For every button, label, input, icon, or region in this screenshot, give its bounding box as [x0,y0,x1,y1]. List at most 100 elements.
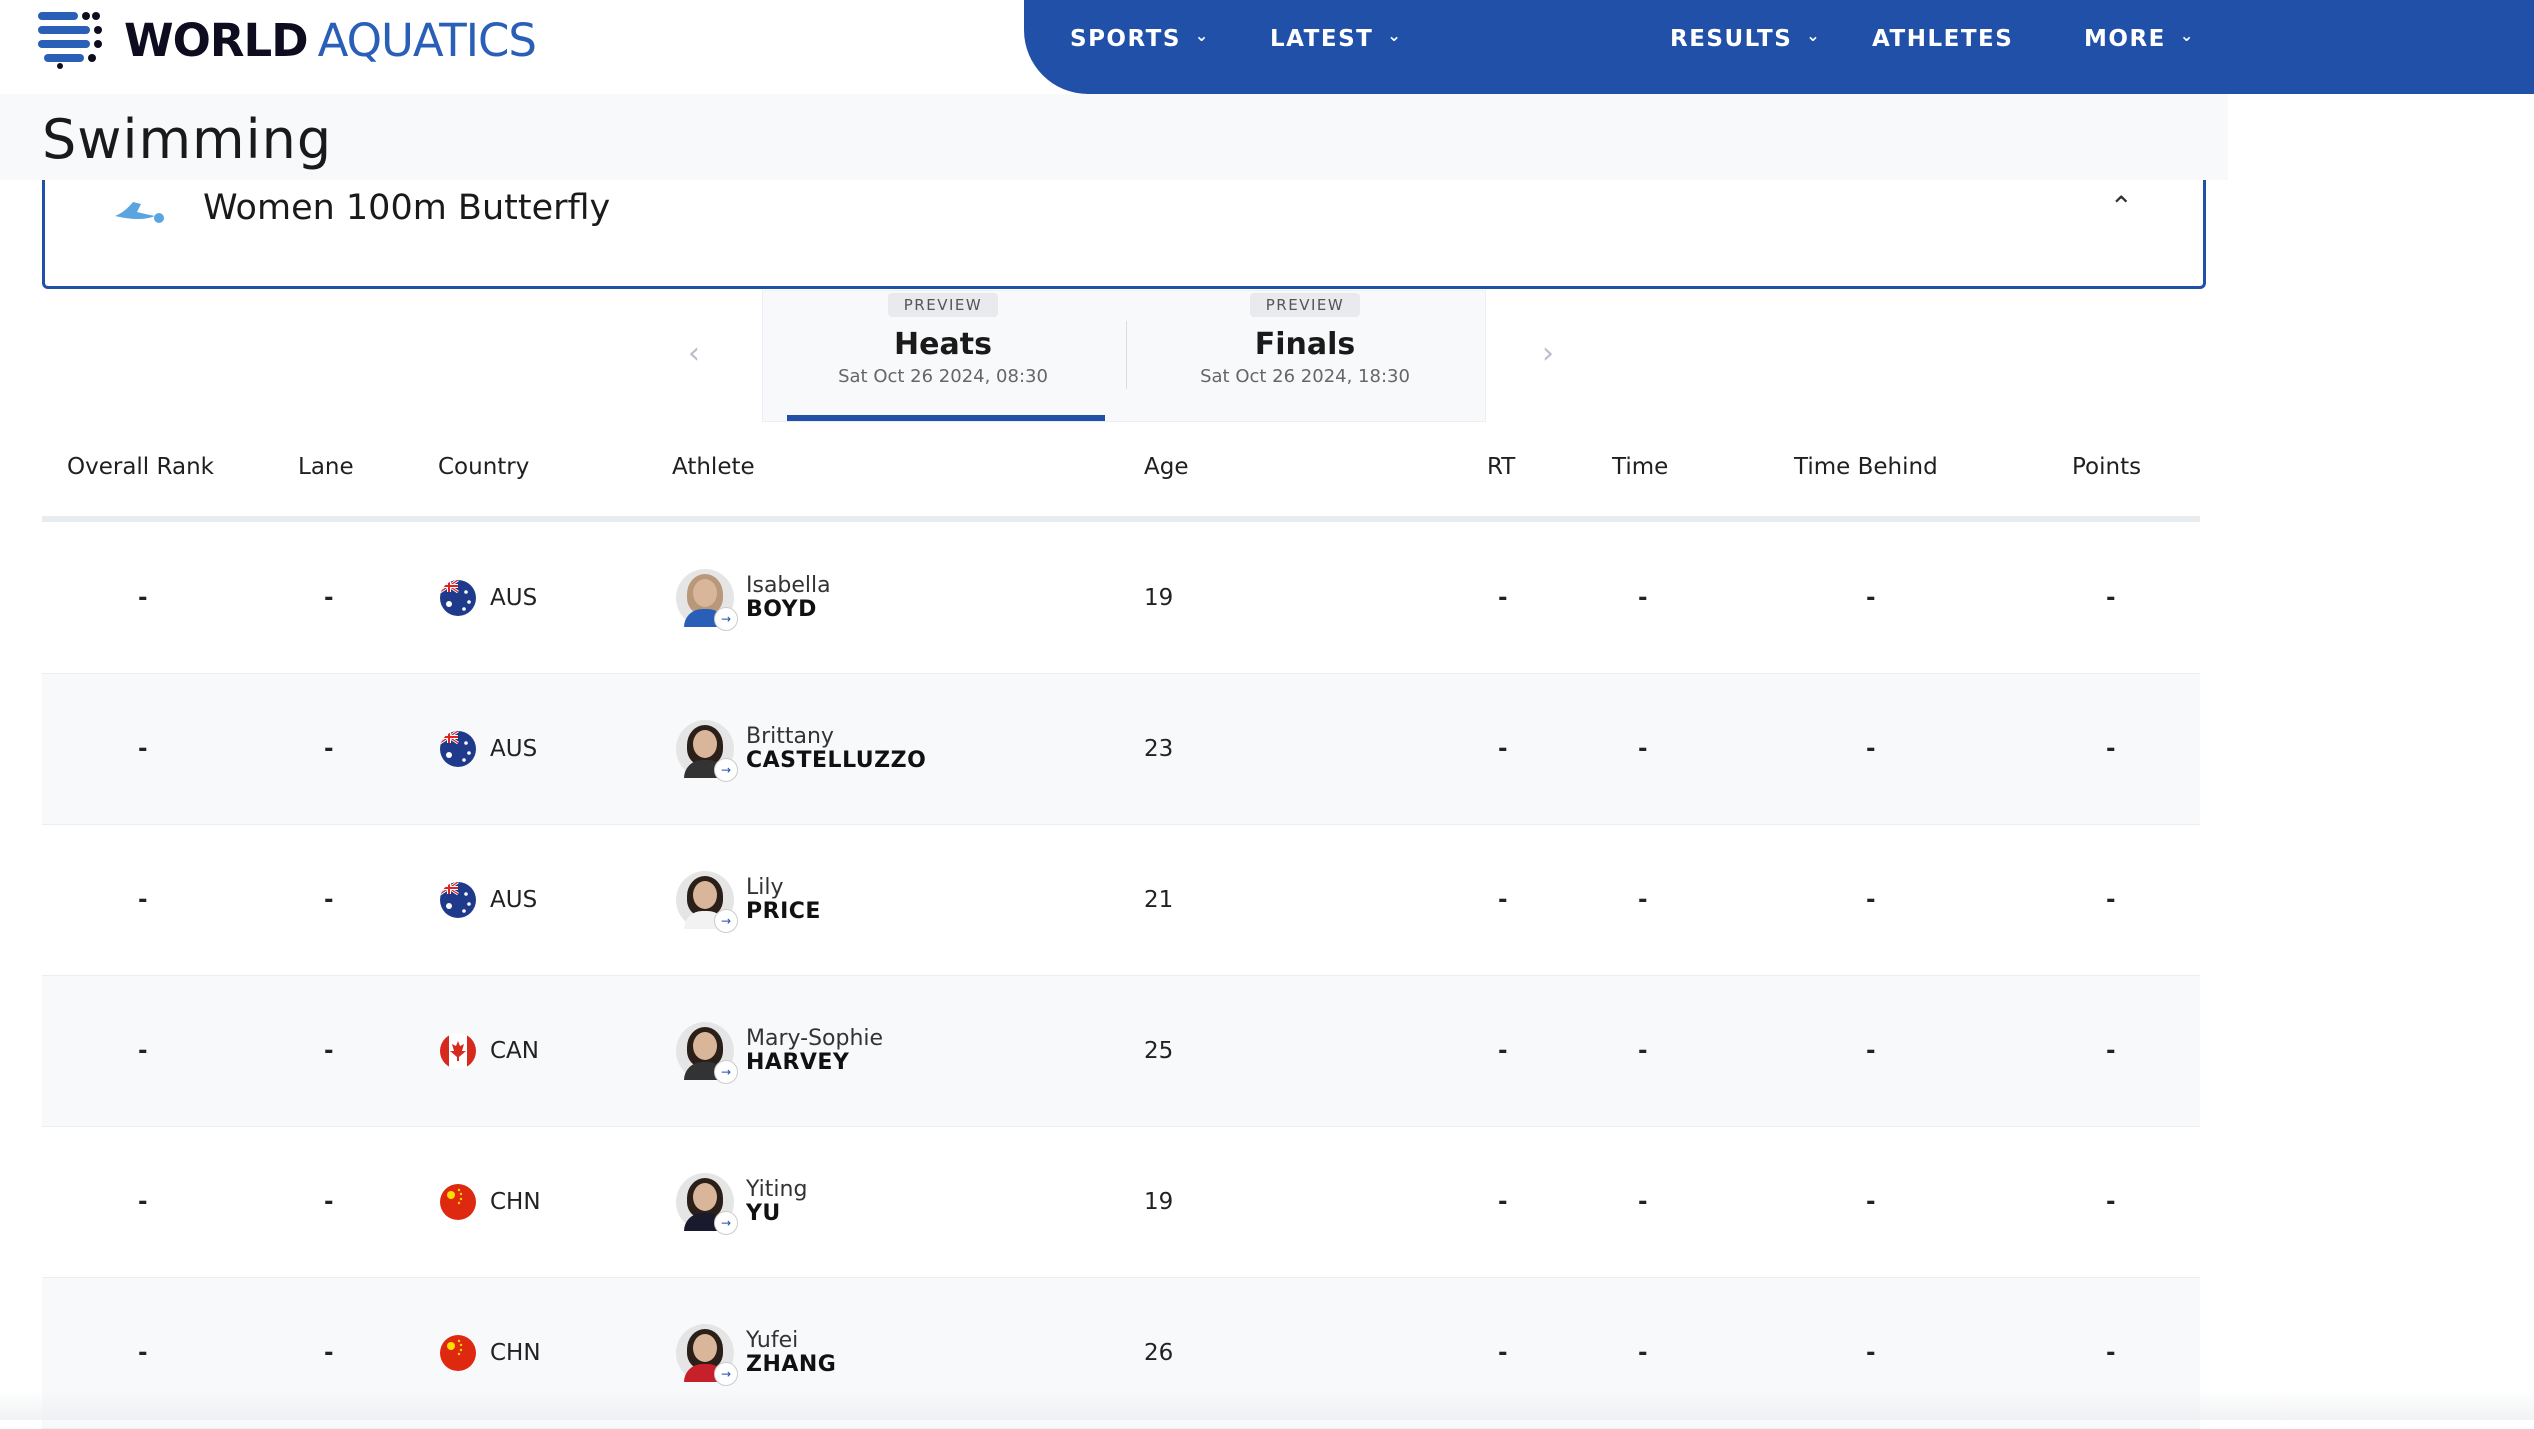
points-cell: - [2106,1340,2116,1366]
tab-finals[interactable]: PREVIEW Finals Sat Oct 26 2024, 18:30 [1125,291,1485,421]
phase-next-arrow-icon[interactable]: › [1542,336,1554,371]
athlete-name: Lily PRICE [746,876,821,924]
logo-word-world: WORLD [124,13,309,67]
australia-flag-icon [440,731,476,767]
col-lane[interactable]: Lane [298,454,354,480]
event-name: Women 100m Butterfly [203,188,611,228]
age-cell: 19 [1144,585,1174,611]
chevron-down-icon: ⌄ [1387,25,1403,45]
athlete-avatar[interactable]: → [676,1022,738,1084]
rank-cell: - [138,1038,148,1064]
athlete-cell[interactable]: → Yufei ZHANG [676,1278,836,1428]
chevron-down-icon: ⌄ [2179,25,2195,45]
col-points[interactable]: Points [2072,454,2142,480]
nav-results-label: RESULTS [1670,26,1793,52]
country-code: AUS [490,887,538,913]
phase-tabs: PREVIEW Heats Sat Oct 26 2024, 08:30 PRE… [762,290,1486,422]
country-code: CHN [490,1340,541,1366]
athlete-cell[interactable]: → Brittany CASTELLUZZO [676,674,926,824]
age-cell: 25 [1144,1038,1174,1064]
athlete-avatar[interactable]: → [676,1324,738,1386]
country-cell: CHN [440,1278,541,1428]
athlete-name: Yiting YU [746,1178,807,1226]
athlete-avatar[interactable]: → [676,871,738,933]
event-selector[interactable]: Women 100m Butterfly ⌃ [42,180,2206,289]
australia-flag-icon [440,882,476,918]
athlete-last-name: CASTELLUZZO [746,748,927,773]
col-age[interactable]: Age [1144,454,1189,480]
country-code: CHN [490,1189,541,1215]
logo-mark-icon [38,12,102,69]
table-row[interactable]: - - AUS → Brittany CASTELLUZZO 23 - - - … [42,674,2200,825]
col-overall-rank[interactable]: Overall Rank [67,454,214,480]
nav-latest[interactable]: LATEST ⌄ [1270,0,1402,78]
lane-cell: - [324,1189,334,1215]
points-cell: - [2106,887,2116,913]
age-cell: 23 [1144,736,1174,762]
lane-cell: - [324,1340,334,1366]
table-row[interactable]: - - CAN → Mary-Sophie HARVEY 25 - - - - [42,976,2200,1127]
rt-cell: - [1498,585,1508,611]
athlete-name: Isabella BOYD [746,574,831,622]
chevron-up-icon[interactable]: ⌃ [2109,190,2133,223]
col-rt[interactable]: RT [1487,454,1516,480]
athlete-avatar[interactable]: → [676,1173,738,1235]
tab-heats[interactable]: PREVIEW Heats Sat Oct 26 2024, 08:30 [763,291,1123,421]
athlete-name: Yufei ZHANG [746,1329,836,1377]
country-cell: AUS [440,825,537,975]
nav-athletes-label: ATHLETES [1872,26,2014,52]
table-row[interactable]: - - AUS → Lily PRICE 21 - - - - [42,825,2200,976]
time-behind-cell: - [1866,736,1876,762]
athlete-cell[interactable]: → Yiting YU [676,1127,807,1277]
time-cell: - [1638,736,1648,762]
rt-cell: - [1498,1038,1508,1064]
chevron-down-icon: ⌄ [1194,25,1210,45]
athlete-first-name: Yufei [746,1328,799,1353]
country-cell: AUS [440,674,537,824]
lane-cell: - [324,585,334,611]
athlete-cell[interactable]: → Mary-Sophie HARVEY [676,976,883,1126]
nav-sports-label: SPORTS [1070,26,1181,52]
profile-link-icon: → [714,607,738,631]
table-row[interactable]: - - AUS → Isabella BOYD 19 - - - - [42,523,2200,674]
country-code: AUS [490,736,538,762]
preview-badge: PREVIEW [887,293,999,317]
lane-cell: - [324,887,334,913]
lane-cell: - [324,736,334,762]
time-cell: - [1638,585,1648,611]
profile-link-icon: → [714,758,738,782]
athlete-cell[interactable]: → Lily PRICE [676,825,821,975]
nav-athletes[interactable]: ATHLETES [1872,0,2013,78]
points-cell: - [2106,585,2116,611]
points-cell: - [2106,736,2116,762]
page-title: Swimming [42,108,333,171]
bottom-scroll-fade [0,1390,2534,1420]
results-table-header: Overall Rank Lane Country Athlete Age RT… [42,440,2200,520]
time-cell: - [1638,1038,1648,1064]
nav-more[interactable]: MORE ⌄ [2084,0,2195,78]
athlete-first-name: Isabella [746,573,831,598]
world-aquatics-logo[interactable]: WORLD AQUATICS [36,8,537,72]
rank-cell: - [138,887,148,913]
preview-badge: PREVIEW [1249,293,1361,317]
athlete-first-name: Yiting [746,1177,808,1202]
athlete-avatar[interactable]: → [676,720,738,782]
phase-prev-arrow-icon[interactable]: ‹ [688,336,700,371]
table-row[interactable]: - - CHN → Yiting YU 19 - - - - [42,1127,2200,1278]
athlete-first-name: Brittany [746,724,834,749]
athlete-last-name: BOYD [746,597,817,622]
nav-results[interactable]: RESULTS ⌄ [1670,0,1821,78]
rank-cell: - [138,736,148,762]
col-athlete[interactable]: Athlete [672,454,755,480]
phase-date: Sat Oct 26 2024, 18:30 [1200,366,1410,387]
athlete-last-name: ZHANG [746,1352,837,1377]
col-time[interactable]: Time [1612,454,1669,480]
col-time-behind[interactable]: Time Behind [1794,454,1938,480]
athlete-name: Brittany CASTELLUZZO [746,725,926,773]
athlete-cell[interactable]: → Isabella BOYD [676,523,831,673]
athlete-avatar[interactable]: → [676,569,738,631]
nav-sports[interactable]: SPORTS ⌄ [1070,0,1210,78]
lane-cell: - [324,1038,334,1064]
col-country[interactable]: Country [438,454,530,480]
athlete-last-name: PRICE [746,899,821,924]
